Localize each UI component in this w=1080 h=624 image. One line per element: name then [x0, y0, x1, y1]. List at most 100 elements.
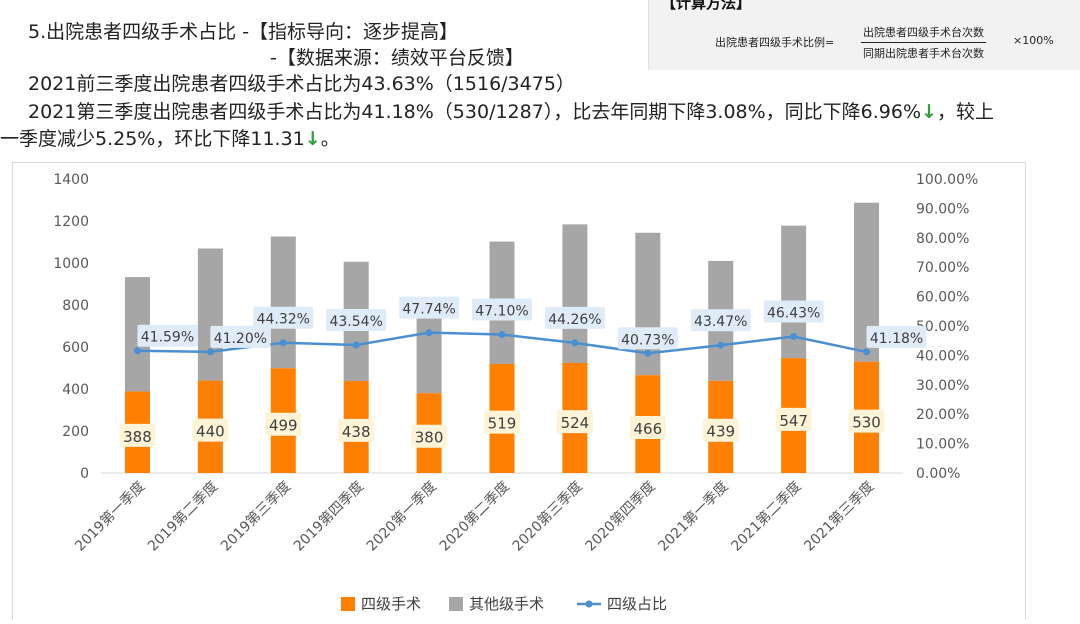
ratio-point — [644, 349, 652, 357]
x-category-label: 2021第三季度 — [801, 478, 878, 555]
ratio-value-label: 47.74% — [402, 302, 455, 318]
ratio-point — [352, 341, 360, 349]
formula-fraction: 出院患者四级手术台次数 同期出院患者手术台次数 — [861, 24, 986, 61]
summary-line-q3: 2021第三季度出院患者四级手术占比为41.18%（530/1287），比去年同… — [28, 97, 994, 124]
bar-value-label-bg — [411, 424, 448, 448]
formula-lhs: 出院患者四级手术比例= — [715, 36, 835, 49]
ratio-value-label-bg — [472, 298, 532, 321]
bar-value-label: 440 — [196, 423, 225, 441]
ratio-value-label: 41.59% — [141, 330, 194, 346]
y-right-tick-label: 10.00% — [916, 437, 969, 453]
ratio-value-label-bg — [399, 296, 460, 319]
data-source-tag: -【数据来源：绩效平台反馈】 — [270, 47, 524, 69]
x-category-label: 2019第一季度 — [71, 478, 148, 555]
bar-value-label-bg — [484, 410, 520, 434]
bar-other-level-surgery — [416, 305, 442, 394]
legend-label: 四级占比 — [607, 595, 667, 613]
bar-value-label: 466 — [633, 420, 662, 438]
x-category-label: 2021第一季度 — [655, 478, 732, 555]
bar-value-label: 519 — [488, 415, 517, 433]
bar-value-label: 438 — [342, 423, 371, 441]
y-left-tick-label: 600 — [62, 340, 89, 356]
bar-value-label: 524 — [561, 414, 590, 432]
bar-value-label-bg — [702, 418, 739, 442]
ratio-point — [425, 329, 433, 337]
y-right-tick-label: 60.00% — [916, 290, 969, 306]
ratio-point — [717, 341, 725, 349]
summary-qoq-text: 一季度减少5.25%，环比下降11.31 — [0, 128, 305, 150]
y-left-tick-label: 800 — [62, 298, 89, 314]
bar-value-label: 530 — [852, 414, 881, 432]
ratio-value-label: 40.73% — [621, 332, 674, 348]
y-right-tick-label: 20.00% — [916, 407, 969, 423]
bar-value-label-bg — [556, 410, 593, 434]
legend-swatch — [449, 597, 463, 611]
legend-label: 四级手术 — [361, 595, 421, 613]
y-left-tick-label: 200 — [62, 424, 89, 440]
bar-value-label-bg — [629, 416, 666, 440]
bar-value-label: 388 — [123, 428, 152, 446]
x-category-label: 2020第一季度 — [363, 478, 440, 555]
x-category-label: 2020第四季度 — [582, 478, 659, 555]
bar-value-label: 380 — [415, 429, 444, 447]
indicator-title-line: 5.出院患者四级手术占比 -【指标导向：逐步提高】 — [28, 17, 458, 44]
ratio-value-label: 43.47% — [694, 314, 747, 330]
formula-numerator: 出院患者四级手术台次数 — [861, 24, 986, 43]
ratio-value-label: 44.32% — [257, 312, 310, 328]
bar-value-label-bg — [265, 412, 302, 436]
ratio-point — [498, 331, 506, 339]
ratio-value-label-bg — [544, 306, 605, 329]
ratio-value-label: 47.10% — [475, 304, 528, 320]
indicator-title: 5.出院患者四级手术占比 — [28, 21, 237, 43]
legend-label: 其他级手术 — [469, 595, 544, 613]
formula-denominator: 同期出院患者手术台次数 — [863, 47, 984, 60]
x-category-label: 2020第三季度 — [509, 478, 586, 555]
bar-other-level-surgery — [270, 236, 296, 369]
ratio-value-label-bg — [210, 325, 271, 348]
surgery-ratio-chart: 0 200 400 600 800 1000 1200 1400 0.00% 10.00% 20.0… — [53, 172, 978, 613]
formula-title: 【计算方法】 — [661, 0, 752, 12]
legend-line-marker — [585, 600, 593, 608]
ratio-value-label: 46.43% — [767, 305, 820, 321]
ratio-point — [206, 348, 214, 356]
down-arrow-icon: ↓ — [921, 101, 937, 123]
ratio-point — [133, 347, 141, 355]
ratio-value-label-bg — [690, 309, 751, 332]
ratio-value-label-bg — [617, 327, 678, 350]
bar-value-label-bg — [848, 409, 885, 433]
ratio-point — [279, 339, 287, 347]
summary-q3-text: 2021第三季度出院患者四级手术占比为41.18%（530/1287），比去年同… — [28, 101, 922, 123]
ratio-value-label-bg — [137, 324, 198, 347]
ratio-point — [790, 332, 798, 340]
bar-value-label-bg — [119, 423, 156, 447]
bar-value-label-bg — [192, 418, 229, 442]
y-left-tick-label: 1000 — [53, 256, 89, 272]
legend-swatch — [341, 597, 355, 611]
x-category-label: 2020第二季度 — [436, 478, 513, 555]
bar-value-label-bg — [338, 418, 375, 442]
ratio-value-label: 41.20% — [214, 331, 267, 347]
ratio-point — [571, 339, 579, 347]
summary-line-qoq: 一季度减少5.25%，环比下降11.31↓。 — [0, 124, 340, 151]
y-right-tick-label: 0.00% — [916, 466, 960, 482]
y-right-tick-label: 100.00% — [916, 172, 978, 188]
ratio-value-label: 41.18% — [870, 331, 923, 347]
ratio-value-label-bg — [326, 308, 387, 331]
ratio-value-label-bg — [866, 325, 927, 348]
y-right-tick-label: 90.00% — [916, 201, 969, 217]
ratio-value-label-bg — [253, 306, 314, 329]
y-left-tick-label: 1400 — [53, 172, 89, 188]
bar-value-label: 499 — [269, 417, 298, 435]
x-category-label: 2019第二季度 — [144, 478, 221, 555]
ratio-value-label: 43.54% — [329, 314, 382, 330]
y-right-tick-label: 30.00% — [916, 378, 969, 394]
down-arrow-icon: ↓ — [304, 128, 321, 150]
summary-qoq-tail: 。 — [320, 128, 340, 150]
ratio-value-label-bg — [763, 300, 824, 323]
y-left-tick-label: 1200 — [53, 214, 89, 230]
ratio-point — [863, 348, 871, 356]
summary-line-ytd: 2021前三季度出院患者四级手术占比为43.63%（1516/3475） — [28, 73, 575, 95]
x-category-label: 2019第四季度 — [290, 478, 367, 555]
summary-q3-tail: ，较上 — [936, 101, 994, 123]
formula-box: 【计算方法】 出院患者四级手术比例= 出院患者四级手术台次数 同期出院患者手术台… — [648, 0, 1080, 70]
